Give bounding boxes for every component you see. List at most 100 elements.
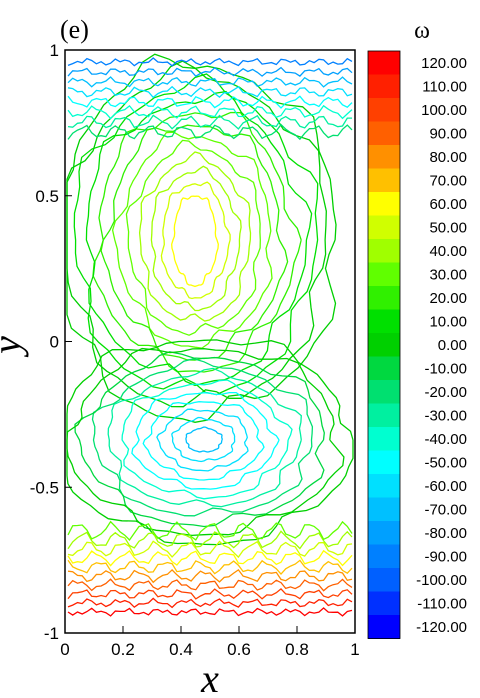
colorbar-frame	[367, 50, 401, 639]
contour-line	[171, 195, 219, 288]
contour-line	[67, 568, 353, 584]
y-tick-label: 0.5	[35, 187, 59, 206]
colorbar-label: 60.00	[429, 196, 467, 213]
contour-line	[67, 607, 353, 617]
contour-line	[107, 367, 302, 508]
y-tick-label: -0.5	[30, 478, 59, 497]
contour-line	[67, 95, 353, 109]
contour-line	[111, 131, 273, 349]
colorbar-label: -110.00	[417, 595, 467, 612]
colorbar-swatch	[368, 521, 400, 545]
colorbar-label: 10.00	[429, 313, 467, 330]
colorbar-swatch	[368, 615, 400, 639]
colorbar-label: 90.00	[429, 125, 467, 142]
x-tick-label: 0	[60, 640, 69, 659]
colorbar-label: 100.00	[421, 102, 467, 119]
colorbar-swatch	[368, 544, 400, 569]
colorbar-label: -50.00	[424, 454, 467, 471]
colorbar-swatch	[368, 380, 400, 404]
contour-line	[66, 53, 337, 423]
colorbar-label: 70.00	[429, 172, 467, 189]
y-tick-label: 0	[50, 333, 59, 352]
colorbar-swatch	[368, 51, 400, 75]
y-axis-label: y	[0, 336, 29, 358]
contour-line	[67, 520, 353, 542]
contour-line	[156, 408, 249, 472]
contour-line	[160, 181, 231, 300]
x-tick-label: 0.8	[285, 640, 309, 659]
x-axis-label: x	[200, 656, 219, 698]
contour-line	[74, 351, 325, 528]
colorbar-label: -30.00	[424, 407, 467, 424]
contour-line	[67, 114, 352, 130]
panel-label: (e)	[60, 15, 89, 44]
colorbar-swatch	[368, 450, 400, 475]
colorbar-swatch	[368, 239, 400, 263]
colorbar-label: 20.00	[429, 290, 467, 307]
contour-line	[67, 66, 353, 78]
contour-line	[67, 588, 353, 600]
contour-line	[138, 151, 252, 322]
contour-line	[67, 76, 353, 88]
colorbar-label: -10.00	[424, 360, 467, 377]
colorbar-title: ω	[414, 18, 430, 44]
contour-line	[67, 85, 353, 99]
colorbar-swatch	[368, 262, 400, 287]
colorbar-label: -40.00	[424, 431, 467, 448]
colorbar-label: -60.00	[424, 478, 467, 495]
contour-line	[66, 347, 345, 537]
contour-line	[67, 123, 353, 141]
x-tick-label: 0.4	[169, 640, 193, 659]
colorbar-swatch	[368, 568, 400, 592]
colorbar-swatch	[368, 74, 400, 99]
colorbar-swatch	[368, 145, 400, 169]
contour-line	[185, 426, 223, 453]
colorbar-label: -120.00	[416, 619, 467, 636]
colorbar-swatch	[368, 427, 400, 451]
colorbar-swatch	[368, 192, 400, 216]
colorbar-swatch	[368, 168, 400, 193]
colorbar-label: -20.00	[424, 384, 467, 401]
colorbar-label: 80.00	[429, 149, 467, 166]
colorbar-swatch	[368, 497, 400, 522]
x-tick-label: 1	[350, 640, 359, 659]
colorbar-label: -100.00	[416, 572, 467, 589]
colorbar-swatch	[368, 333, 400, 357]
colorbar-label: 50.00	[429, 219, 467, 236]
contour-line	[171, 416, 236, 463]
contour-line	[67, 57, 353, 67]
contour-line	[91, 358, 314, 517]
y-tick-label: 1	[50, 41, 59, 60]
colorbar-swatch	[368, 286, 400, 310]
colorbar-swatch	[368, 356, 400, 381]
contour-line	[67, 597, 353, 609]
colorbar-label: -80.00	[424, 525, 467, 542]
contour-line	[67, 540, 353, 559]
x-tick-label: 0.6	[227, 640, 251, 659]
colorbar-label: -70.00	[424, 501, 467, 518]
contour-line	[131, 391, 280, 490]
colorbar-swatch	[368, 98, 400, 122]
colorbar-swatch	[368, 474, 400, 498]
contour-line	[125, 139, 261, 336]
x-tick-label: 0.2	[111, 640, 135, 659]
contour-line	[67, 549, 353, 567]
colorbar-label: 120.00	[421, 55, 467, 72]
contour-line	[92, 111, 302, 373]
contour-line	[67, 559, 353, 575]
contour-line	[67, 578, 353, 592]
colorbar-swatch	[368, 309, 400, 334]
contour-line	[150, 165, 242, 312]
colorbar-label: 110.00	[422, 78, 467, 95]
colorbar-swatch	[368, 403, 400, 428]
colorbar-swatch	[368, 215, 400, 240]
contour-line	[142, 401, 265, 481]
colorbar-label: -90.00	[424, 548, 467, 565]
contour-line	[66, 339, 354, 546]
y-tick-label: -1	[44, 624, 59, 643]
contour-line	[121, 379, 293, 500]
colorbar-swatch	[368, 121, 400, 146]
colorbar-label: 0.00	[438, 337, 467, 354]
